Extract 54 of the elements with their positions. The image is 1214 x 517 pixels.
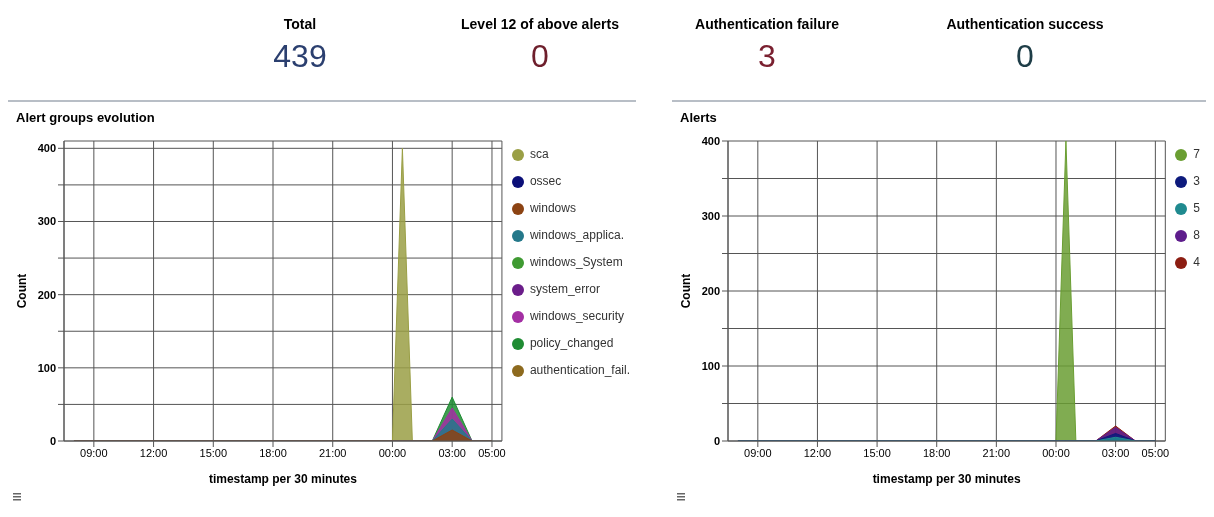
x-tick-label: 21:00 [318,446,347,459]
y-tick-label: 300 [37,215,56,228]
x-tick-label: 00:00 [378,446,407,459]
x-tick-label: 09:00 [744,446,772,459]
category-label: Authentication failure [694,16,840,32]
y-tick-label: 0 [713,434,720,447]
x-tick-label: 05:00 [1141,446,1170,459]
y-tick-label: 200 [701,284,720,297]
legend-label: windows_System [529,254,623,271]
x-tick-label: 15:00 [863,446,891,459]
x-tick-label: 00:00 [1042,446,1070,459]
x-tick-label: 05:00 [478,446,506,459]
data-label: 0 [1015,38,1035,75]
x-tick-label: 21:00 [982,446,1011,459]
y-axis-title: Count [679,273,694,309]
y-tick-label: 100 [37,361,56,374]
legend-label: sca [529,146,549,163]
y-tick-label: 200 [37,288,56,301]
x-tick-label: 03:00 [1101,446,1130,459]
legend-label: windows_security [529,308,624,325]
legend-label: authentication_fail. [529,362,630,379]
x-tick-label: 03:00 [438,446,466,459]
y-tick-label: 100 [701,359,720,372]
legend-label: 3 [1193,173,1200,190]
y-tick-label: 400 [37,142,56,155]
x-tick-label: 12:00 [803,446,832,459]
x-tick-label: 09:00 [80,446,108,459]
category-label: Authentication success [945,16,1105,32]
legend-label: 7 [1193,146,1200,163]
x-axis-title: timestamp per 30 minutes [872,472,1021,486]
category-label: Level 12 of above alerts [460,16,620,32]
legend-label: windows_applica. [529,227,624,244]
y-axis-title: Count [15,273,30,309]
legend-label: 8 [1193,227,1200,244]
y-tick-label: 300 [701,209,720,222]
legend-label: ossec [529,173,562,190]
y-tick-label: 400 [701,134,720,147]
legend-label: windows [529,200,576,217]
x-tick-label: 12:00 [139,446,168,459]
chart-title: Alerts [680,110,718,125]
legend-label: 4 [1193,254,1200,271]
x-tick-label: 18:00 [259,446,287,459]
chart-title: Alert groups evolution [16,110,156,125]
category-label: Total [282,16,318,32]
y-tick-label: 0 [49,434,56,447]
legend-label: system_error [529,281,600,298]
data-label: 3 [757,38,777,75]
data-label: 439 [272,38,328,75]
data-label: 0 [530,38,550,75]
legend-label: policy_changed [529,335,614,352]
x-tick-label: 15:00 [199,446,228,459]
x-tick-label: 18:00 [922,446,951,459]
x-axis-title: timestamp per 30 minutes [208,472,358,486]
legend-label: 5 [1193,200,1200,217]
